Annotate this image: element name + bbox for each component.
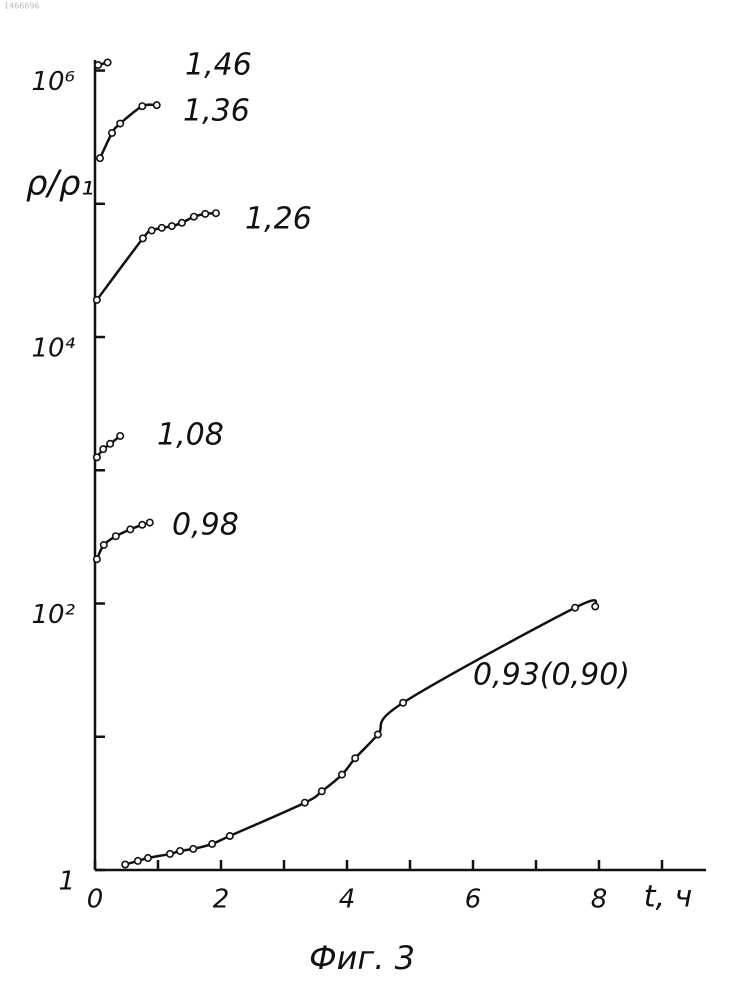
data-point	[101, 542, 107, 548]
series-label: 1,08	[157, 418, 224, 453]
data-point	[213, 210, 219, 216]
x-tick-label: 8	[591, 885, 608, 915]
data-point	[319, 788, 325, 794]
data-point	[145, 855, 151, 861]
data-point	[140, 235, 146, 241]
series-label: 1,26	[245, 202, 312, 237]
x-tick-label: 0	[87, 885, 104, 915]
data-point	[202, 211, 208, 217]
data-point	[117, 433, 123, 439]
data-point	[100, 446, 106, 452]
data-point	[177, 848, 183, 854]
data-point	[179, 220, 185, 226]
x-tick-label: 6	[465, 885, 482, 915]
data-point	[139, 103, 145, 109]
data-point	[227, 833, 233, 839]
data-point	[95, 62, 101, 68]
y-tick-label: 10²	[31, 600, 75, 630]
x-tick-label: 4	[339, 885, 356, 915]
series-line	[97, 213, 216, 300]
data-point	[149, 227, 155, 233]
chart: 1466696 ρ/ρ₁ t, ч Фиг. 3 1 10² 10⁴ 10⁶ 0 2 4 6 8…	[0, 0, 755, 997]
doc-number: 1466696	[4, 2, 40, 11]
data-point	[117, 120, 123, 126]
data-point	[572, 605, 578, 611]
series-label: 0,98	[172, 508, 239, 543]
data-point	[122, 861, 128, 867]
series-label: 1,36	[183, 94, 250, 129]
data-point	[592, 603, 598, 609]
data-point	[209, 841, 215, 847]
x-tick-label: 2	[213, 885, 230, 915]
data-point	[375, 731, 381, 737]
data-point	[139, 522, 145, 528]
y-tick-label: 10⁴	[31, 334, 75, 364]
data-point	[104, 59, 110, 65]
data-point	[94, 454, 100, 460]
data-point	[147, 519, 153, 525]
data-point	[190, 846, 196, 852]
data-point	[127, 526, 133, 532]
caption: Фиг. 3	[309, 939, 415, 977]
data-point	[97, 155, 103, 161]
data-point	[94, 297, 100, 303]
y-axis-label: ρ/ρ₁	[26, 164, 94, 204]
data-point	[135, 858, 141, 864]
data-point	[169, 223, 175, 229]
series-label: 1,46	[185, 48, 252, 83]
data-point	[167, 851, 173, 857]
data-point	[107, 441, 113, 447]
data-point	[191, 214, 197, 220]
data-point	[159, 225, 165, 231]
data-point	[400, 700, 406, 706]
series-label: 0,93(0,90)	[473, 658, 630, 693]
y-tick-label: 1	[58, 867, 75, 897]
data-point	[339, 771, 345, 777]
x-axis-label: t, ч	[644, 880, 693, 915]
data-point	[109, 130, 115, 136]
data-point	[302, 799, 308, 805]
data-point	[352, 755, 358, 761]
data-point	[94, 556, 100, 562]
data-point	[113, 533, 119, 539]
series-line	[125, 600, 596, 864]
data-point	[154, 102, 160, 108]
y-tick-label: 10⁶	[31, 67, 75, 97]
